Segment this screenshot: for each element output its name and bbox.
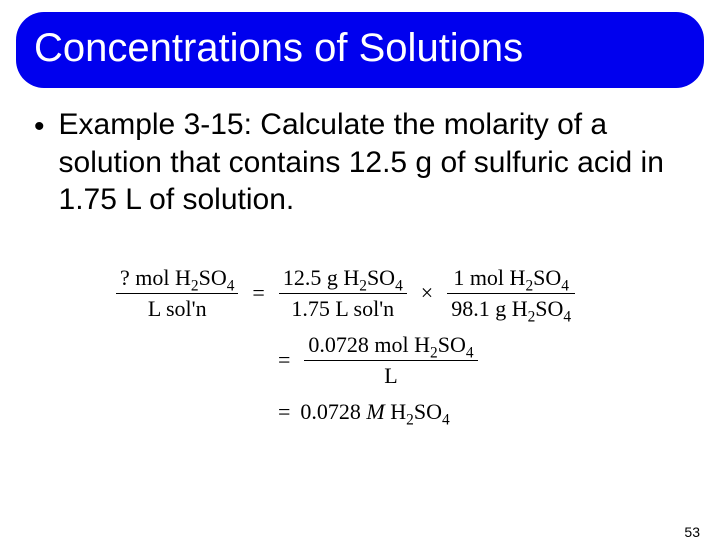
final-result: 0.0728 M H2SO4 bbox=[300, 399, 449, 425]
page-number: 53 bbox=[684, 524, 700, 540]
frac-denominator: L sol'n bbox=[144, 296, 211, 322]
equation-line-3: = 0.0728 M H2SO4 bbox=[112, 399, 686, 425]
subscript: 4 bbox=[227, 277, 235, 294]
subscript: 2 bbox=[359, 277, 367, 294]
equation-block: ? mol H2SO4 L sol'n = 12.5 g H2SO4 1.75 … bbox=[112, 265, 686, 425]
text: SO bbox=[199, 265, 227, 290]
body-area: • Example 3-15: Calculate the molarity o… bbox=[0, 88, 720, 425]
value: 0.0728 bbox=[300, 399, 366, 424]
equation-line-1: ? mol H2SO4 L sol'n = 12.5 g H2SO4 1.75 … bbox=[112, 265, 686, 322]
subscript: 2 bbox=[525, 277, 533, 294]
subscript: 4 bbox=[561, 277, 569, 294]
subscript: 4 bbox=[563, 308, 571, 325]
equals-sign: = bbox=[278, 347, 290, 373]
equals-sign: = bbox=[252, 280, 264, 306]
frac-denominator: L bbox=[380, 363, 401, 389]
fraction-r1: 12.5 g H2SO4 1.75 L sol'n bbox=[279, 265, 407, 322]
subscript: 4 bbox=[395, 277, 403, 294]
fraction-lhs: ? mol H2SO4 L sol'n bbox=[116, 265, 238, 322]
subscript: 4 bbox=[466, 344, 474, 361]
fraction-bar bbox=[116, 293, 238, 294]
bullet-item: • Example 3-15: Calculate the molarity o… bbox=[34, 106, 686, 219]
text: SO bbox=[367, 265, 395, 290]
subscript: 2 bbox=[191, 277, 199, 294]
text: 1 mol H bbox=[453, 265, 525, 290]
frac-denominator: 1.75 L sol'n bbox=[287, 296, 398, 322]
frac-numerator: 0.0728 mol H2SO4 bbox=[304, 332, 477, 358]
subscript: 2 bbox=[430, 344, 438, 361]
frac-numerator: 12.5 g H2SO4 bbox=[279, 265, 407, 291]
bullet-glyph: • bbox=[34, 108, 45, 146]
title-bar: Concentrations of Solutions bbox=[16, 12, 704, 88]
unit-molarity: M bbox=[366, 399, 384, 424]
bullet-text: Example 3-15: Calculate the molarity of … bbox=[59, 106, 686, 219]
text: SO bbox=[414, 399, 442, 424]
text: SO bbox=[533, 265, 561, 290]
text: H bbox=[385, 399, 406, 424]
subscript: 2 bbox=[406, 411, 414, 428]
fraction-result: 0.0728 mol H2SO4 L bbox=[304, 332, 477, 389]
equation-line-2: = 0.0728 mol H2SO4 L bbox=[112, 332, 686, 389]
text: 98.1 g H bbox=[451, 296, 527, 321]
slide-title: Concentrations of Solutions bbox=[34, 26, 686, 70]
fraction-bar bbox=[279, 293, 407, 294]
text: SO bbox=[535, 296, 563, 321]
equals-sign: = bbox=[278, 399, 290, 425]
text: 12.5 g H bbox=[283, 265, 359, 290]
frac-numerator: ? mol H2SO4 bbox=[116, 265, 238, 291]
subscript: 4 bbox=[442, 411, 450, 428]
frac-denominator: 98.1 g H2SO4 bbox=[447, 296, 575, 322]
text: 0.0728 mol H bbox=[308, 332, 430, 357]
text: SO bbox=[438, 332, 466, 357]
frac-numerator: 1 mol H2SO4 bbox=[449, 265, 573, 291]
text: ? mol H bbox=[120, 265, 191, 290]
fraction-r2: 1 mol H2SO4 98.1 g H2SO4 bbox=[447, 265, 575, 322]
fraction-bar bbox=[304, 360, 477, 361]
fraction-bar bbox=[447, 293, 575, 294]
multiply-sign: × bbox=[421, 280, 433, 306]
